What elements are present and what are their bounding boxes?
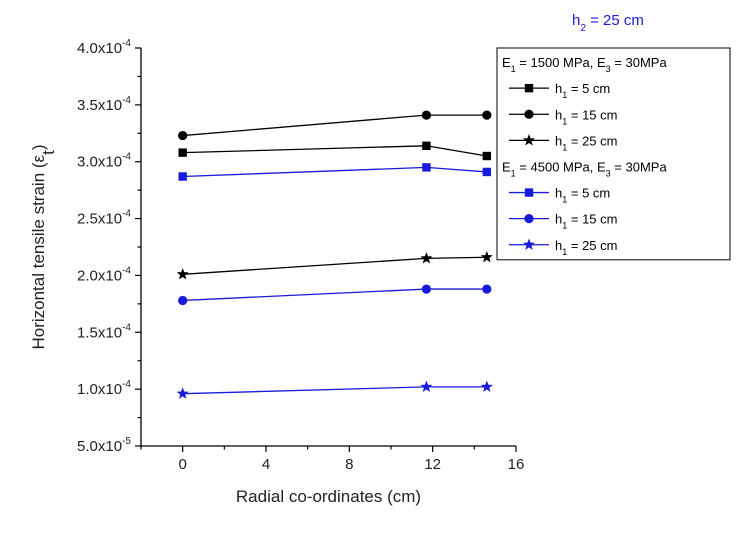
y-tick-label: 5.0x10-5	[77, 436, 131, 455]
data-point	[420, 252, 433, 264]
legend-marker	[524, 83, 534, 93]
axes: 0 4 8 12 16 5.0x10-5 1.0x10-4 1.5x10-4 2.0x10-4 2…	[29, 38, 524, 506]
series-line-g2-2	[182, 288, 487, 302]
series-line-g1-3	[182, 256, 487, 275]
legend-label: h1 = 5 cm	[555, 81, 610, 100]
data-point	[482, 151, 492, 161]
legend: E1 = 1500 MPa, E3 = 30MPa h1 = 5 cm h1 = 1…	[496, 47, 731, 261]
data-point	[482, 167, 492, 177]
x-tick-label: 16	[508, 456, 525, 473]
x-tick-label: 4	[262, 456, 270, 473]
data-point	[178, 295, 188, 306]
legend-group-header: E1 = 4500 MPa, E3 = 30MPa	[502, 159, 667, 178]
series-group	[176, 110, 493, 399]
x-tick-label: 0	[178, 456, 186, 473]
data-point	[480, 380, 493, 392]
y-tick-label: 2.0x10-4	[77, 265, 131, 284]
data-point	[176, 267, 189, 280]
x-tick-label: 8	[345, 456, 353, 473]
y-axis-title: Horizontal tensile strain (εt)	[29, 144, 58, 349]
legend-group-header: E1 = 1500 MPa, E3 = 30MPa	[502, 55, 667, 74]
legend-marker	[523, 134, 535, 146]
series-line-g1-1	[182, 145, 487, 157]
legend-marker	[524, 188, 534, 197]
y-tick-label: 2.5x10-4	[77, 209, 131, 228]
y-tick-label: 3.5x10-4	[77, 95, 131, 114]
data-point	[482, 110, 492, 120]
series-line-g1-2	[182, 114, 487, 137]
legend-marker	[524, 109, 534, 119]
y-tick-label: 3.0x10-4	[77, 152, 131, 171]
x-tick-label: 12	[424, 456, 441, 473]
data-point	[482, 284, 492, 294]
legend-label: h1 = 25 cm	[555, 133, 617, 152]
data-point	[422, 141, 431, 150]
annotation-group: h2 = 25 cm	[572, 12, 644, 34]
annotation-label: h2 = 25 cm	[572, 12, 644, 34]
data-point	[178, 148, 187, 157]
y-tick-label: 4.0x10-4	[77, 38, 131, 57]
legend-box	[496, 47, 731, 261]
y-tick-label: 1.0x10-4	[77, 379, 131, 398]
legend-label: h1 = 15 cm	[555, 107, 617, 126]
data-point	[178, 172, 187, 181]
y-tick-label: 1.5x10-4	[77, 322, 131, 341]
series-line-g2-3	[182, 386, 487, 395]
x-axis-title: Radial co-ordinates (cm)	[236, 487, 421, 506]
legend-marker	[523, 238, 535, 250]
legend-label: h1 = 25 cm	[555, 238, 617, 257]
data-point	[480, 250, 493, 263]
series-line-g2-1	[182, 166, 487, 178]
data-point	[422, 163, 431, 172]
legend-label: h1 = 5 cm	[555, 186, 610, 205]
data-point	[421, 110, 432, 120]
data-point	[176, 387, 189, 399]
data-point	[421, 284, 432, 294]
legend-label: h1 = 15 cm	[555, 212, 617, 231]
data-point	[420, 380, 433, 392]
legend-marker	[524, 214, 534, 224]
data-point	[178, 130, 188, 141]
